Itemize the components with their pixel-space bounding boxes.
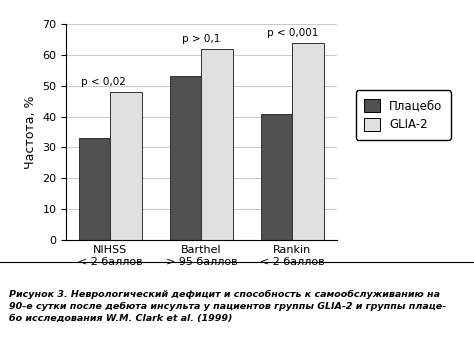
Bar	[292, 43, 324, 240]
Text: p < 0,001: p < 0,001	[267, 28, 318, 38]
Text: Рисунок 3. Неврологический дефицит и способность к самообслуживанию на
90-е сутк: Рисунок 3. Неврологический дефицит и спо…	[9, 290, 447, 322]
Text: p < 0,02: p < 0,02	[81, 77, 126, 87]
Bar	[79, 138, 110, 240]
Bar	[170, 76, 201, 240]
Bar	[201, 49, 233, 240]
Bar	[110, 92, 142, 240]
Legend: Плацебо, GLIA-2: Плацебо, GLIA-2	[356, 91, 450, 140]
Text: p > 0,1: p > 0,1	[182, 34, 220, 44]
Y-axis label: Частота, %: Частота, %	[24, 95, 37, 169]
Bar	[261, 114, 292, 240]
